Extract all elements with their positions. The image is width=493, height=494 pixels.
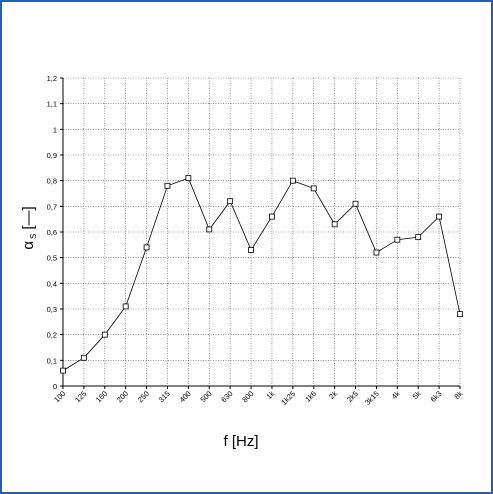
y-tick-label: 0,9 <box>47 151 57 160</box>
y-tick-label: 1,1 <box>47 100 57 109</box>
x-tick-label: 315 <box>157 389 172 404</box>
y-tick-label: 0,8 <box>47 177 57 186</box>
data-point <box>269 213 275 220</box>
y-axis-title: αS [—] <box>20 206 38 249</box>
data-point <box>143 244 150 251</box>
data-point <box>394 236 401 243</box>
x-tick-label: 630 <box>219 389 234 404</box>
y-tick-label: 0,3 <box>47 305 57 314</box>
y-tick-label: 0,1 <box>47 356 57 365</box>
x-tick-label: 6k3 <box>429 389 444 404</box>
data-point <box>80 354 87 361</box>
data-point <box>373 249 380 256</box>
y-tick-label: 0,5 <box>47 254 57 263</box>
y-tick-label: 1,2 <box>47 74 57 83</box>
x-tick-label: 4k <box>390 389 402 401</box>
y-tick-label: 0,7 <box>47 202 57 211</box>
svg-text:αS[—]: αS [—] <box>20 206 38 249</box>
y-axis-unit: [—] <box>20 206 37 229</box>
y-axis-symbol: α <box>20 241 37 250</box>
x-tick-label: 1k6 <box>303 389 318 404</box>
x-tick-label: 500 <box>198 389 213 404</box>
y-tick-label: 0,4 <box>47 279 57 288</box>
series-line <box>62 177 461 371</box>
y-tick-label: 0 <box>53 382 57 391</box>
x-tick-label: 200 <box>115 389 130 404</box>
axes <box>60 77 461 389</box>
x-tick-label: 1k25 <box>279 389 297 407</box>
data-point <box>352 200 359 207</box>
x-tick-label: 2k5 <box>345 389 360 404</box>
data-point <box>457 311 463 318</box>
data-point <box>289 177 296 184</box>
x-tick-label: 3k15 <box>363 389 381 407</box>
series <box>60 175 463 374</box>
data-point <box>164 182 171 189</box>
x-axis-title: f [Hz] <box>223 433 258 450</box>
x-tick-label: 2k <box>327 389 339 401</box>
x-tick-label: 5k <box>411 389 423 401</box>
x-tick-label: 250 <box>136 389 151 404</box>
y-tick-labels: 0 0,1 0,2 0,3 0,4 0,5 0,6 0,7 0,8 0,9 1 1,1 1,2 <box>47 74 57 391</box>
y-axis-subscript: S <box>29 234 38 239</box>
y-tick-label: 1 <box>53 125 57 134</box>
data-point <box>60 367 66 374</box>
grid <box>63 77 461 386</box>
data-point <box>227 198 234 205</box>
x-tick-label: 160 <box>94 389 109 404</box>
x-tick-label: 125 <box>73 389 88 404</box>
data-point <box>206 226 213 233</box>
data-point <box>436 213 443 220</box>
data-point <box>185 175 192 182</box>
x-tick-label: 100 <box>52 389 67 404</box>
x-tick-label: 800 <box>240 389 255 404</box>
x-tick-label: 8k <box>452 389 464 401</box>
data-point <box>331 221 338 228</box>
data-point <box>101 331 108 338</box>
data-point <box>248 247 254 253</box>
x-tick-label: 400 <box>178 389 193 404</box>
y-tick-label: 0,6 <box>47 228 57 237</box>
x-tick-label: 1k <box>264 389 276 401</box>
data-point <box>122 303 129 310</box>
x-tick-labels: 100 125 160 200 250 315 400 500 630 800 1k 1k25 1k6 2… <box>52 389 464 407</box>
y-tick-label: 0,2 <box>47 331 57 340</box>
data-point <box>310 185 317 192</box>
data-point <box>415 234 422 241</box>
